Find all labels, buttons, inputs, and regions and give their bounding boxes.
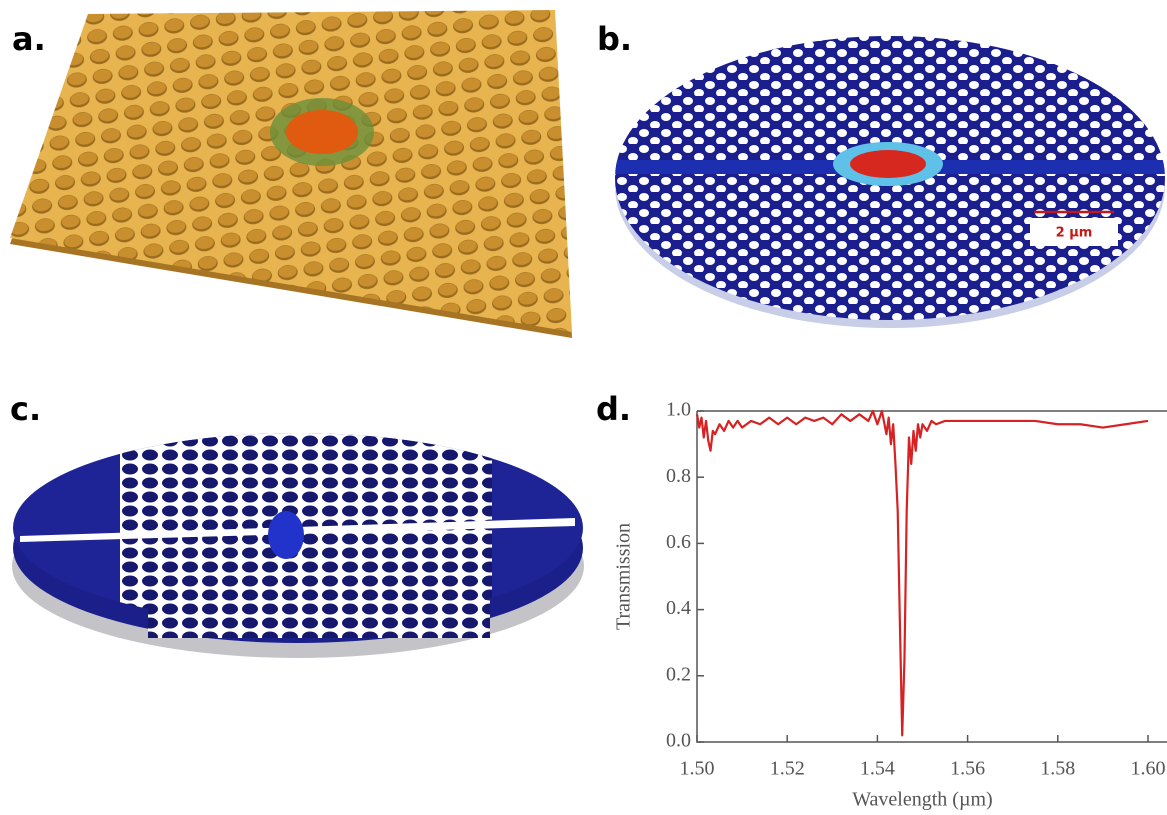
panel-label: a. [12, 20, 46, 58]
y-tick-label: 0.4 [666, 597, 691, 619]
x-tick-label: 1.54 [860, 758, 895, 780]
x-tick-label: 1.56 [950, 758, 985, 780]
chart: 0.0 0.2 0.4 0.6 0.8 1.0 1.50 1.52 1.54 1.56 1.58 1.… [613, 399, 1167, 811]
scale-box [1030, 218, 1118, 246]
panel-label: b. [597, 20, 632, 58]
y-tick-label: 0.0 [666, 730, 691, 752]
y-tick-label: 0.2 [666, 663, 691, 685]
x-tick-label: 1.50 [680, 758, 715, 780]
x-tick-label: 1.58 [1040, 758, 1075, 780]
y-tick-label: 1.0 [666, 399, 691, 421]
panel-label: c. [10, 390, 41, 428]
y-tick-label: 0.6 [666, 531, 691, 553]
cavity [268, 511, 304, 559]
field-center [286, 110, 358, 154]
field-center [850, 150, 926, 178]
x-tick-label: 1.60 [1131, 758, 1166, 780]
y-axis-label: Transmission [613, 523, 635, 630]
lattice-side [148, 600, 490, 638]
panel-label: d. [596, 390, 631, 428]
x-tick-label: 1.52 [770, 758, 805, 780]
line-series [695, 409, 1149, 737]
x-axis-label: Wavelength (µm) [852, 789, 992, 811]
honeycomb-lattice [10, 10, 572, 332]
scale-label: 2 µm [1056, 226, 1093, 241]
y-tick-label: 0.8 [666, 465, 691, 487]
plot-frame [696, 410, 1167, 743]
